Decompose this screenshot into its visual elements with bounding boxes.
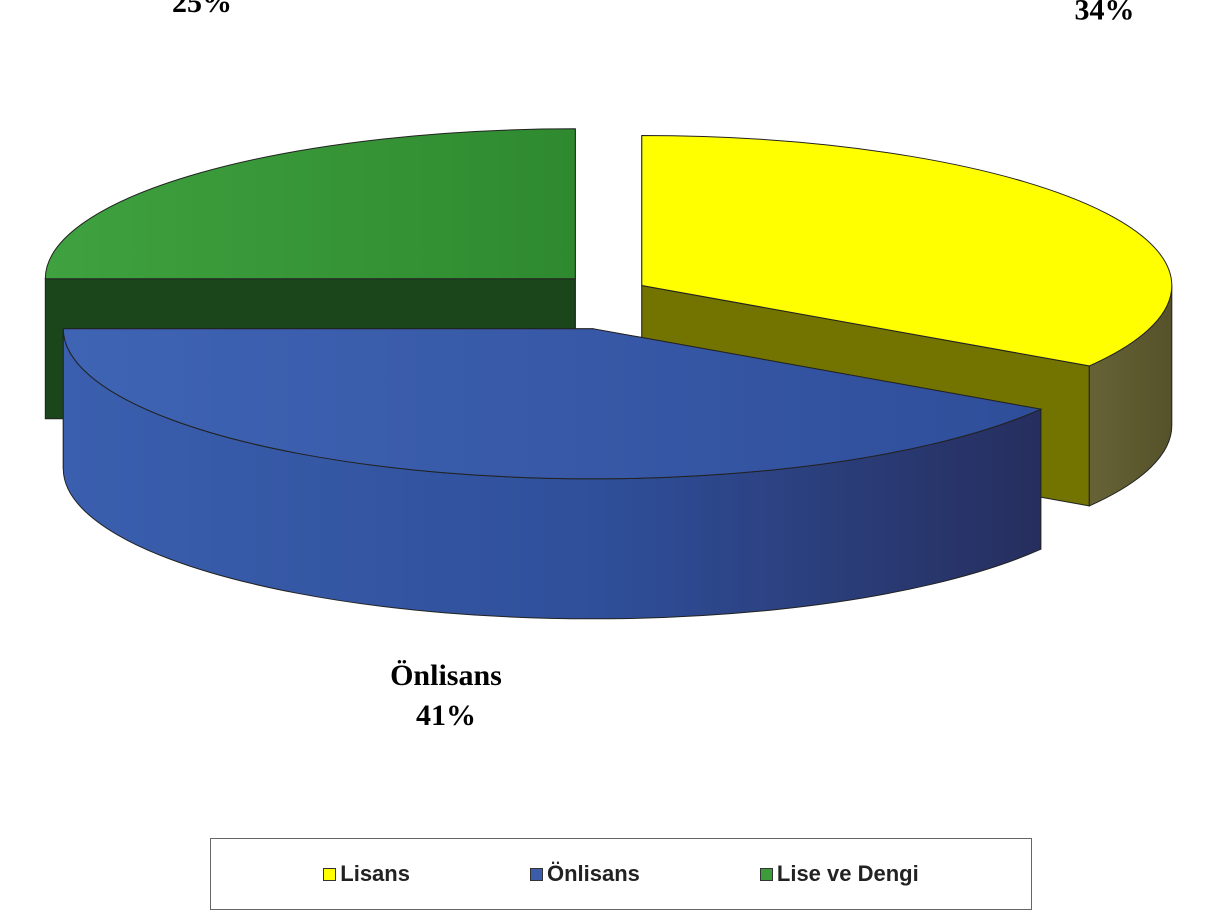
data-label-value-onlisans: 41% [416,699,476,732]
pie-slice-top-onlisans [62,328,1043,480]
data-label-name-onlisans: Önlisans [390,659,502,692]
pie-slice-onlisans [62,328,1043,620]
data-label-value-lisans: 34% [1074,0,1134,26]
legend-swatch-lise [759,867,773,881]
data-label-value-lise-ve-dengi: 25% [172,0,232,19]
pie-slice-top-lisans [641,135,1173,367]
legend-item-lisans: Lisans [323,861,410,887]
legend-item-lise: Lise ve Dengi [759,861,919,887]
legend-label-lisans: Lisans [340,861,410,886]
legend-swatch-onlisans [529,867,543,881]
pie-slice-top-lise-ve-dengi [44,128,576,280]
legend-item-onlisans: Önlisans [529,861,640,887]
legend: Lisans Önlisans Lise ve Dengi [210,838,1032,910]
legend-label-lise: Lise ve Dengi [776,861,919,886]
legend-swatch-lisans [323,867,337,881]
legend-label-onlisans: Önlisans [546,861,640,886]
